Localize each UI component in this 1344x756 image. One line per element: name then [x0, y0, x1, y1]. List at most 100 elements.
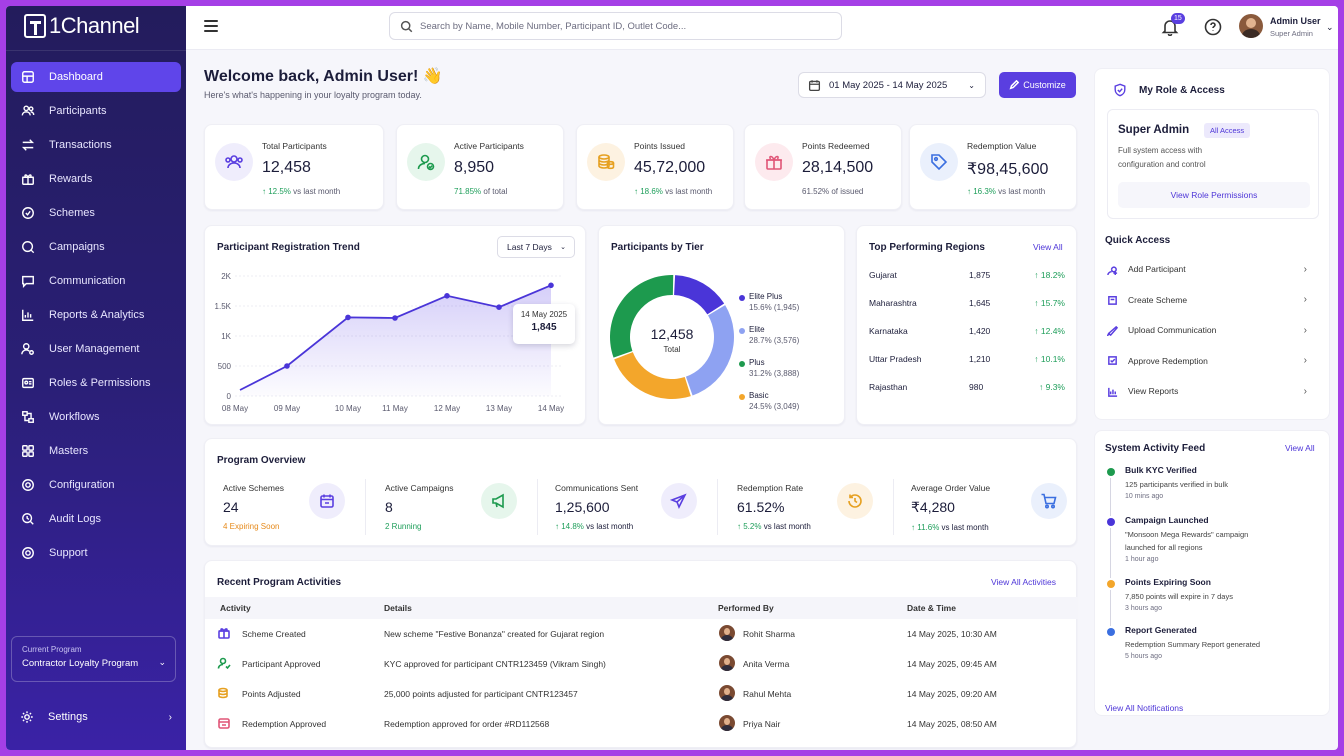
- sidebar-item-label: Participants: [49, 105, 107, 117]
- stat-card-points-redeemed[interactable]: Points Redeemed 28,14,500 61.52% of issu…: [744, 124, 902, 210]
- region-row[interactable]: Gujarat 1,875 ↑ 18.2%: [869, 270, 1065, 282]
- current-program-label: Current Program: [22, 645, 82, 654]
- sidebar-item-audit-logs[interactable]: Audit Logs: [11, 504, 181, 534]
- sidebar-item-masters[interactable]: Masters: [11, 436, 181, 466]
- column-header: Activity: [220, 603, 251, 613]
- overview-redemption-rate[interactable]: Redemption Rate 61.52% ↑ 5.2% vs last mo…: [737, 483, 887, 539]
- sidebar-item-label: Workflows: [49, 411, 100, 423]
- regions-view-all-link[interactable]: View All: [1033, 242, 1063, 252]
- quick-access-item[interactable]: Upload Communication ›: [1107, 318, 1307, 342]
- user-menu[interactable]: Admin User Super Admin: [1270, 16, 1321, 38]
- stat-value: 45,72,000: [634, 159, 706, 176]
- view-all-notifications-link[interactable]: View All Notifications: [1105, 703, 1184, 713]
- sidebar-item-label: Reports & Analytics: [49, 309, 145, 321]
- tier-card: Participants by Tier 12,458 Total Elite P…: [598, 225, 845, 425]
- grid-icon: [21, 70, 35, 84]
- sidebar-item-reports[interactable]: Reports & Analytics: [11, 300, 181, 330]
- feed-item-title: Report Generated: [1125, 625, 1197, 635]
- quick-access-item[interactable]: Add Participant ›: [1107, 257, 1307, 281]
- overview-average-order-value[interactable]: Average Order Value ₹4,280 ↑ 11.6% vs la…: [911, 483, 1071, 539]
- feed-line: [1110, 528, 1111, 578]
- stat-sub: ↑ 18.6% vs last month: [634, 187, 713, 196]
- table-row[interactable]: Points Adjusted 25,000 points adjusted f…: [205, 679, 1078, 709]
- sidebar-item-communication[interactable]: Communication: [11, 266, 181, 296]
- region-row[interactable]: Karnataka 1,420 ↑ 12.4%: [869, 326, 1065, 338]
- overview-active-campaigns[interactable]: Active Campaigns 8 2 Running: [385, 483, 525, 539]
- feed-view-all-link[interactable]: View All: [1285, 443, 1315, 453]
- feed-item[interactable]: Points Expiring Soon 7,850 points will ex…: [1125, 577, 1233, 612]
- sidebar-item-schemes[interactable]: Schemes: [11, 198, 181, 228]
- sidebar-item-user-management[interactable]: User Management: [11, 334, 181, 364]
- legend-item: Plus 31.2% (3,888): [739, 358, 799, 378]
- view-all-activities-link[interactable]: View All Activities: [991, 577, 1057, 587]
- overview-active-schemes[interactable]: Active Schemes 24 4 Expiring Soon: [223, 483, 353, 539]
- stat-card-redemption-value[interactable]: Redemption Value ₹98,45,600 ↑ 16.3% vs l…: [909, 124, 1077, 210]
- activity-time: 14 May 2025, 09:45 AM: [907, 659, 997, 669]
- region-row[interactable]: Rajasthan 980 ↑ 9.3%: [869, 382, 1065, 394]
- stat-card-points-issued[interactable]: Points Issued 45,72,000 ↑ 18.6% vs last …: [576, 124, 734, 210]
- region-row[interactable]: Uttar Pradesh 1,210 ↑ 10.1%: [869, 354, 1065, 366]
- sidebar-item-support[interactable]: Support: [11, 538, 181, 568]
- column-header: Date & Time: [907, 603, 956, 613]
- search-input[interactable]: [420, 20, 841, 32]
- avatar[interactable]: [1239, 14, 1263, 38]
- users-icon: [21, 104, 35, 118]
- sidebar-item-transactions[interactable]: Transactions: [11, 130, 181, 160]
- feed-item[interactable]: Report Generated Redemption Summary Repor…: [1125, 625, 1260, 660]
- view-role-permissions-button[interactable]: View Role Permissions: [1118, 182, 1310, 208]
- x-tick-label: 14 May: [538, 404, 564, 413]
- table-row[interactable]: Participant Approved KYC approved for pa…: [205, 649, 1078, 679]
- column-header: Details: [384, 603, 412, 613]
- logo[interactable]: 1Channel: [24, 13, 140, 39]
- stat-card-total-participants[interactable]: Total Participants 12,458 ↑ 12.5% vs las…: [204, 124, 384, 210]
- tier-donut-chart: 12,458 Total: [610, 275, 734, 399]
- customize-button[interactable]: Customize: [999, 72, 1076, 98]
- card-title: Participants by Tier: [611, 242, 704, 253]
- range-dropdown[interactable]: Last 7 Days ⌄: [497, 236, 575, 258]
- message-icon: [21, 274, 35, 288]
- sidebar-item-configuration[interactable]: Configuration: [11, 470, 181, 500]
- sidebar-item-campaigns[interactable]: Campaigns: [11, 232, 181, 262]
- sidebar-item-label: Roles & Permissions: [49, 377, 151, 389]
- chevron-right-icon: ›: [1303, 263, 1307, 275]
- sidebar-item-participants[interactable]: Participants: [11, 96, 181, 126]
- region-row[interactable]: Maharashtra 1,645 ↑ 15.7%: [869, 298, 1065, 310]
- sidebar: 1Channel Dashboard Participants Transact…: [6, 6, 186, 750]
- feed-item[interactable]: Campaign Launched "Monsoon Mega Rewards" …: [1125, 515, 1248, 563]
- sidebar-item-roles[interactable]: Roles & Permissions: [11, 368, 181, 398]
- chevron-down-icon[interactable]: ⌄: [1326, 22, 1334, 32]
- feed-item[interactable]: Bulk KYC Verified 125 participants verifi…: [1125, 465, 1228, 500]
- sidebar-item-rewards[interactable]: Rewards: [11, 164, 181, 194]
- sidebar-item-dashboard[interactable]: Dashboard: [11, 62, 181, 92]
- page-subtitle: Here's what's happening in your loyalty …: [204, 90, 422, 100]
- date-range-picker[interactable]: 01 May 2025 - 14 May 2025 ⌄: [798, 72, 986, 98]
- sidebar-nav: Dashboard Participants Transactions Rewa…: [11, 62, 181, 572]
- performed-by: Rahul Mehta: [743, 689, 792, 699]
- quick-access-item[interactable]: Approve Redemption ›: [1107, 349, 1307, 373]
- divider: [365, 479, 366, 535]
- sidebar-item-settings[interactable]: Settings ›: [20, 710, 172, 724]
- menu-icon[interactable]: [204, 20, 218, 32]
- help-button[interactable]: [1204, 18, 1222, 36]
- card-title: Top Performing Regions: [869, 242, 985, 253]
- region-name: Rajasthan: [869, 382, 908, 392]
- divider: [537, 479, 538, 535]
- app-frame: 1Channel Dashboard Participants Transact…: [6, 6, 1338, 750]
- quick-access-item[interactable]: View Reports ›: [1107, 379, 1307, 403]
- table-row[interactable]: Scheme Created New scheme "Festive Bonan…: [205, 619, 1078, 649]
- activity-details: 25,000 points adjusted for participant C…: [384, 689, 578, 699]
- table-row[interactable]: Redemption Approved Redemption approved …: [205, 709, 1078, 739]
- current-program-select[interactable]: Current Program Contractor Loyalty Progr…: [11, 636, 176, 682]
- stat-sub: 61.52% of issued: [802, 187, 864, 196]
- legend-dot: [739, 295, 745, 301]
- overview-communications-sent[interactable]: Communications Sent 1,25,600 ↑ 14.8% vs …: [555, 483, 705, 539]
- user-check-icon: [217, 656, 231, 670]
- card-title: Recent Program Activities: [217, 577, 342, 588]
- sidebar-item-workflows[interactable]: Workflows: [11, 402, 181, 432]
- overview-label: Active Campaigns: [385, 483, 454, 493]
- quick-access-item[interactable]: Create Scheme ›: [1107, 288, 1307, 312]
- stat-card-active-participants[interactable]: Active Participants 8,950 71.85% of tota…: [396, 124, 564, 210]
- notifications-button[interactable]: 15: [1161, 13, 1185, 37]
- tag-icon: [920, 143, 958, 181]
- overview-sub: 2 Running: [385, 522, 422, 531]
